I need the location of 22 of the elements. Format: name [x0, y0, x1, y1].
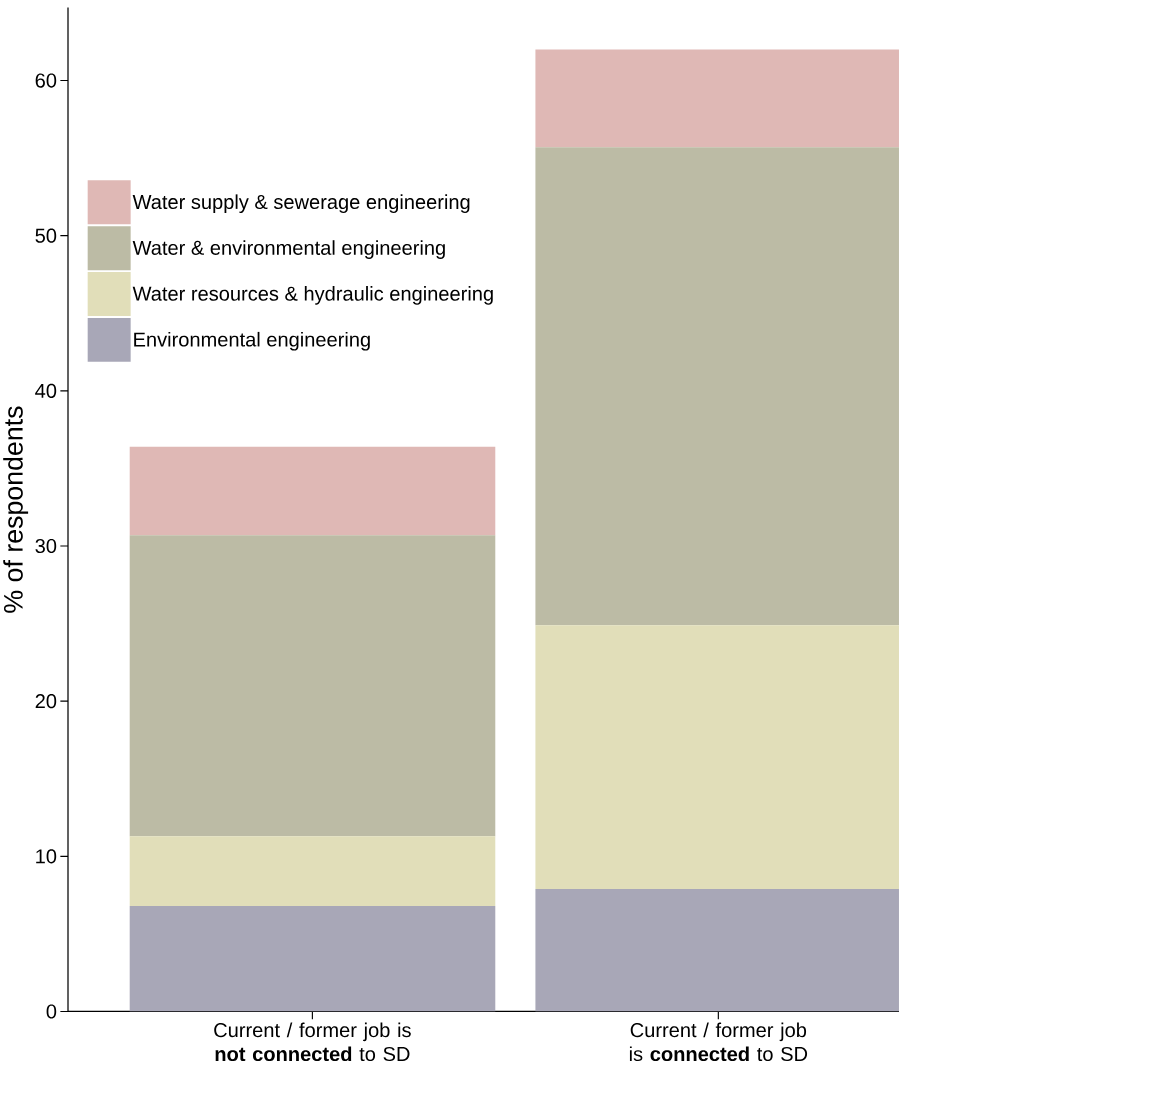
bar — [535, 147, 899, 625]
bar — [129, 905, 496, 1012]
x-tick-label: Current / former job is not connected to SD — [214, 1022, 411, 1061]
y-tick-label: 30 — [35, 538, 57, 553]
y-tick-label: 20 — [35, 693, 57, 709]
legend-label: Environmental engineering — [134, 331, 370, 351]
bar — [535, 888, 899, 1012]
y-tick-label: 0 — [46, 1004, 57, 1019]
bar — [535, 49, 899, 148]
x-tick-label: Current / former job is connected to SD — [629, 1022, 808, 1061]
y-axis-title: % of respondents — [3, 406, 29, 613]
bar — [535, 624, 899, 889]
y-tick-label: 50 — [35, 228, 57, 243]
bar — [129, 446, 496, 535]
legend-label: Water supply & sewerage engineering — [132, 194, 470, 213]
y-tick-label: 10 — [36, 849, 57, 864]
y-tick-label: 40 — [35, 383, 57, 398]
bar — [129, 835, 496, 906]
y-tick-label: 60 — [35, 73, 57, 88]
legend-label: Water resources & hydraulic engineering — [132, 285, 493, 305]
legend-label: Water & environmental engineering — [132, 240, 445, 259]
bar — [129, 534, 496, 836]
